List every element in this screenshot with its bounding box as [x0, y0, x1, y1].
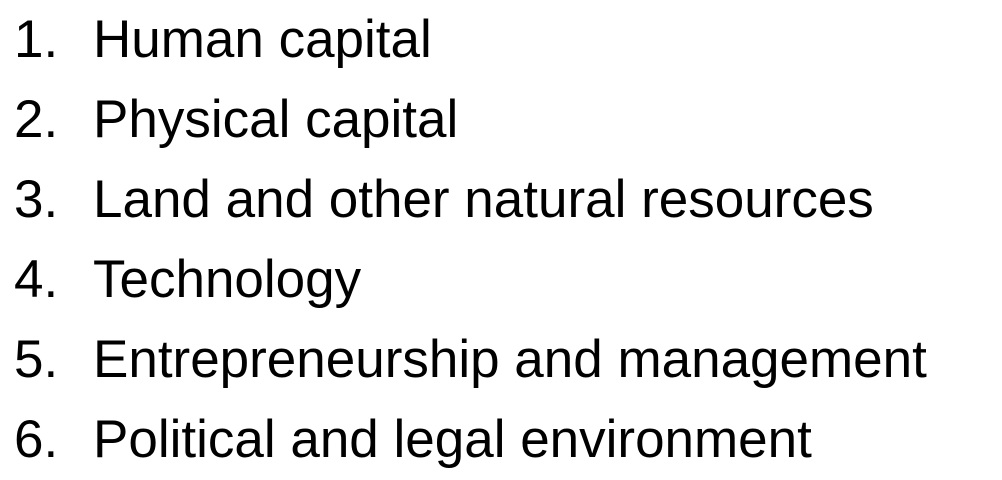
list-item-number: 2. [14, 90, 59, 149]
list-item-text: Land and other natural resources [93, 170, 874, 229]
list-item-text: Human capital [93, 10, 432, 69]
list-item-text: Physical capital [93, 90, 459, 149]
list-item-text: Entrepreneurship and management [93, 330, 927, 389]
list-item: 3. Land and other natural resources [14, 160, 1002, 240]
list-item: 6. Political and legal environment [14, 400, 1002, 480]
list-item: 1. Human capital [14, 0, 1002, 80]
list-item-number: 6. [14, 410, 59, 469]
list-item: 2. Physical capital [14, 80, 1002, 160]
numbered-list: 1. Human capital 2. Physical capital 3. … [14, 0, 1002, 480]
list-item-number: 1. [14, 10, 59, 69]
list-item: 4. Technology [14, 240, 1002, 320]
list-item-number: 4. [14, 250, 59, 309]
list-item-number: 5. [14, 330, 59, 389]
list-item: 5. Entrepreneurship and management [14, 320, 1002, 400]
list-item-text: Technology [93, 250, 362, 309]
list-item-number: 3. [14, 170, 59, 229]
list-item-text: Political and legal environment [93, 410, 812, 469]
